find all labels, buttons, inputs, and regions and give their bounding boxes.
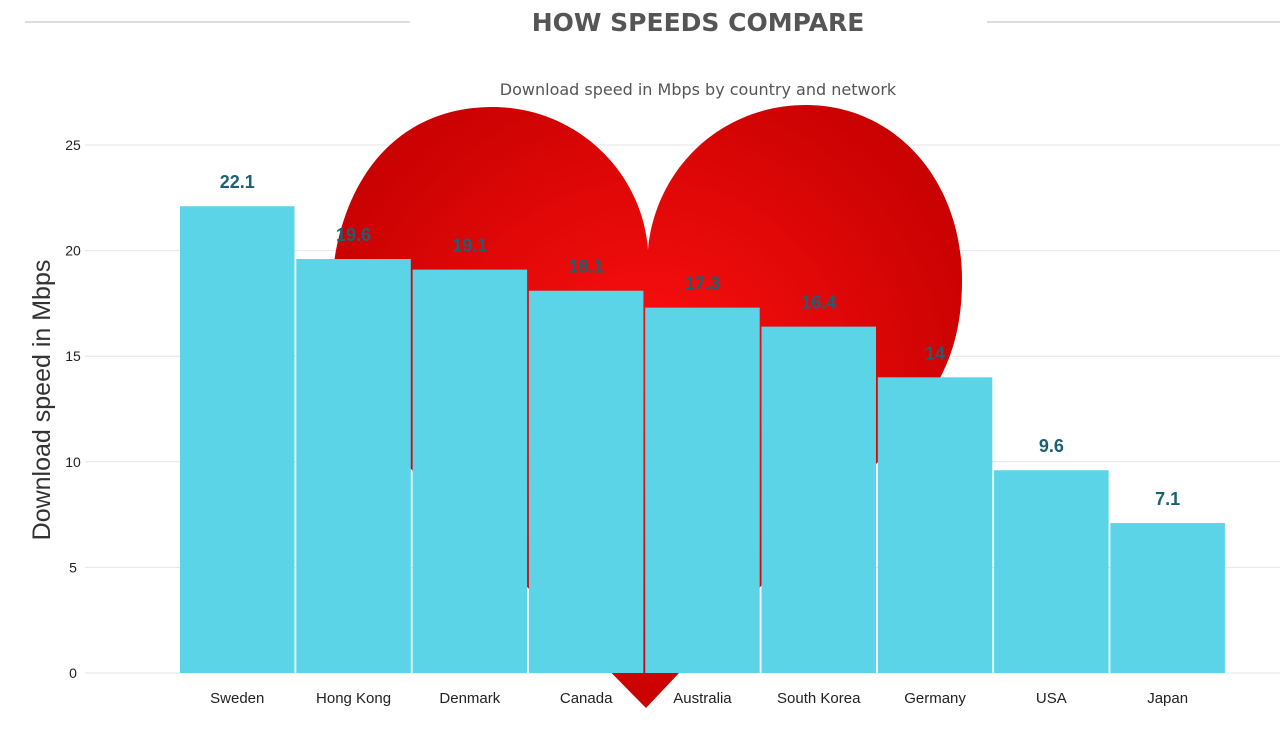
bar-usa[interactable]: [994, 470, 1109, 673]
x-tick-label: Denmark: [439, 690, 500, 707]
x-tick-label: Canada: [560, 690, 613, 707]
y-tick-label: 20: [65, 243, 81, 259]
data-label: 17.3: [685, 274, 720, 294]
y-tick-label: 25: [65, 137, 81, 153]
y-tick-label: 15: [65, 348, 81, 364]
y-tick-label: 0: [69, 665, 77, 681]
x-tick-label: Australia: [673, 690, 732, 707]
data-label: 19.6: [336, 225, 371, 245]
bar-hong-kong[interactable]: [296, 259, 411, 673]
bar-canada[interactable]: [528, 290, 644, 673]
y-tick-label: 5: [69, 559, 77, 575]
x-tick-label: South Korea: [777, 690, 861, 707]
bar-sweden[interactable]: [180, 206, 295, 674]
data-label: 22.1: [220, 172, 255, 192]
bar-japan[interactable]: [1110, 523, 1225, 673]
data-label: 19.1: [452, 236, 487, 256]
x-tick-label: Japan: [1147, 690, 1188, 707]
data-label: 14: [925, 343, 945, 363]
data-label: 7.1: [1155, 489, 1180, 509]
bar-denmark[interactable]: [412, 269, 528, 673]
data-label: 16.4: [801, 293, 836, 313]
x-tick-label: USA: [1036, 690, 1067, 707]
x-tick-label: Germany: [904, 690, 966, 707]
chart-subtitle: Download speed in Mbps by country and ne…: [500, 80, 897, 99]
y-axis-label: Download speed in Mbps: [28, 260, 56, 541]
page-title: HOW SPEEDS COMPARE: [532, 8, 865, 37]
bar-south-korea[interactable]: [761, 326, 877, 673]
data-label: 9.6: [1039, 436, 1064, 456]
y-tick-label: 10: [65, 454, 81, 470]
bar-australia[interactable]: [645, 307, 760, 673]
x-tick-label: Hong Kong: [316, 690, 391, 707]
bar-germany[interactable]: [877, 377, 993, 673]
data-label: 18.1: [569, 257, 604, 277]
x-tick-label: Sweden: [210, 690, 264, 707]
